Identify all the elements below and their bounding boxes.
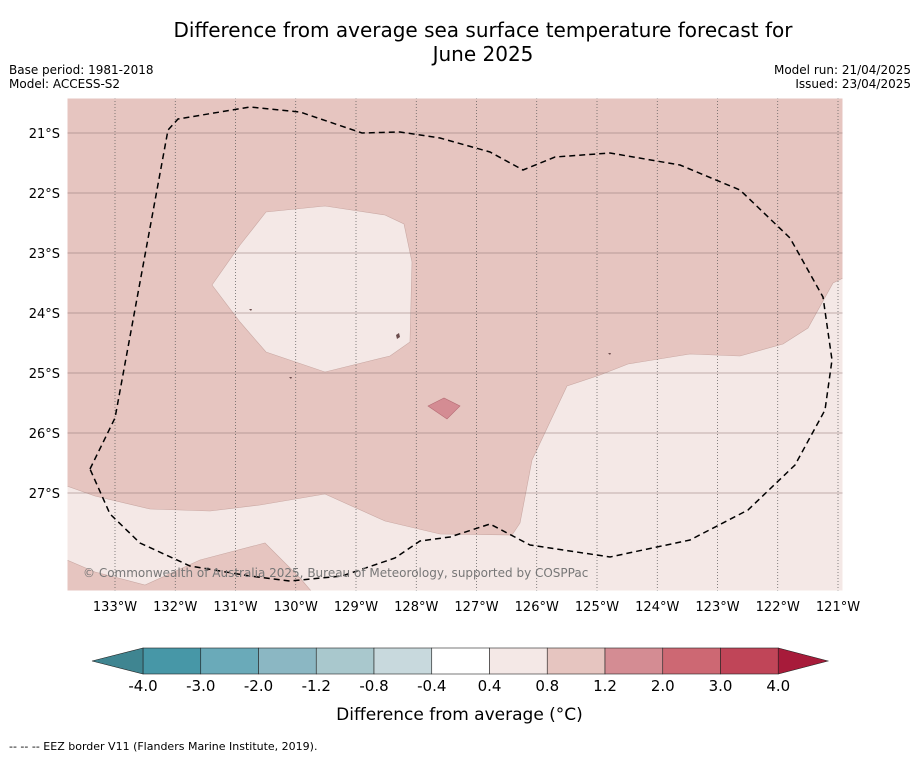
colorbar-tick-label: 3.0: [709, 677, 733, 695]
latitude-label: 25°S: [29, 367, 60, 382]
colorbar-label: Difference from average (°C): [336, 705, 583, 725]
colorbar-swatch: [662, 647, 721, 675]
latitude-label: 21°S: [29, 127, 60, 142]
longitude-label: 132°W: [153, 600, 197, 615]
colorbar-tick-label: -2.0: [244, 677, 273, 695]
colorbar-tick-label: -3.0: [186, 677, 215, 695]
longitude-label: 122°W: [756, 600, 800, 615]
colorbar-tick-label: -1.2: [302, 677, 331, 695]
map-area: [67, 98, 843, 591]
small-anomaly-speck: [396, 333, 400, 339]
colorbar-under-arrow: [91, 647, 144, 675]
sst-map: © Commonwealth of Australia 2025, Bureau…: [29, 97, 860, 615]
longitude-label: 127°W: [454, 600, 498, 615]
small-anomaly-speck: [289, 377, 292, 379]
colorbar-tick-label: 0.4: [478, 677, 502, 695]
longitude-label: 124°W: [635, 600, 679, 615]
longitude-labels: 133°W 132°W 131°W 130°W 129°W 128°W 127°W 126°W…: [93, 600, 860, 615]
base-period: Base period: 1981-2018: [9, 63, 154, 77]
meta-left: Base period: 1981-2018 Model: ACCESS-S2: [9, 63, 154, 91]
colorbar-over-arrow: [777, 647, 830, 675]
eez-footnote: -- -- -- EEZ border V11 (Flanders Marine…: [9, 740, 318, 753]
latitude-label: 27°S: [29, 487, 60, 502]
latitude-label: 24°S: [29, 307, 60, 322]
colorbar-swatches: [91, 647, 830, 675]
title-line-1: Difference from average sea surface temp…: [173, 18, 793, 42]
eez-border: [89, 106, 833, 582]
colorbar: -4.0 -3.0 -2.0 -1.2 -0.8 -0.4 0.4 0.8 1.2 2.0 3.0 4…: [91, 647, 830, 695]
meta-right: Model run: 21/04/2025 Issued: 23/04/2025: [774, 63, 911, 91]
copyright-notice: © Commonwealth of Australia 2025, Bureau…: [83, 566, 588, 580]
small-anomaly-speck: [249, 309, 252, 311]
longitude-label: 130°W: [274, 600, 318, 615]
longitude-label: 125°W: [575, 600, 619, 615]
colorbar-tick-label: 2.0: [651, 677, 675, 695]
colorbar-swatch: [315, 647, 375, 675]
model-name: Model: ACCESS-S2: [9, 77, 121, 91]
colorbar-swatch: [720, 647, 779, 675]
colorbar-tick-label: -4.0: [128, 677, 157, 695]
colorbar-swatch: [142, 647, 202, 675]
colorbar-tick-label: 4.0: [766, 677, 790, 695]
anomaly-band-1-2-2-0: [427, 397, 461, 420]
colorbar-swatch: [258, 647, 317, 675]
anomaly-band-0-4-0-8-south: [67, 277, 843, 591]
map-frame: [66, 97, 844, 592]
latitude-label: 22°S: [29, 187, 60, 202]
longitude-label: 128°W: [394, 600, 438, 615]
colorbar-ticks: -4.0 -3.0 -2.0 -1.2 -0.8 -0.4 0.4 0.8 1.2 2.0 3.0 4…: [128, 677, 790, 695]
small-anomaly-speck: [608, 353, 611, 355]
anomaly-band-0-4-0-8-southwest: [67, 542, 312, 591]
longitude-label: 126°W: [515, 600, 559, 615]
colorbar-swatch: [200, 647, 259, 675]
colorbar-swatch: [604, 647, 664, 675]
issued-date: Issued: 23/04/2025: [795, 77, 911, 91]
anomaly-band-0-4-0-8-north: [211, 205, 413, 373]
latitude-label: 26°S: [29, 427, 60, 442]
colorbar-swatch: [489, 647, 548, 675]
colorbar-swatch: [431, 647, 490, 675]
colorbar-tick-label: 1.2: [593, 677, 617, 695]
colorbar-swatch: [373, 647, 433, 675]
longitude-label: 133°W: [93, 600, 137, 615]
colorbar-tick-label: 0.8: [535, 677, 559, 695]
longitude-label: 123°W: [695, 600, 739, 615]
colorbar-tick-label: -0.4: [417, 677, 446, 695]
longitude-label: 121°W: [816, 600, 860, 615]
longitude-label: 131°W: [213, 600, 257, 615]
latitude-labels: 21°S 22°S 23°S 24°S 25°S 26°S 27°S: [29, 127, 60, 502]
longitude-label: 129°W: [334, 600, 378, 615]
model-run: Model run: 21/04/2025: [773, 63, 911, 77]
colorbar-tick-label: -0.8: [359, 677, 388, 695]
latitude-label: 23°S: [29, 247, 60, 262]
chart-title: Difference from average sea surface temp…: [0, 18, 919, 66]
title-line-2: June 2025: [432, 42, 534, 66]
colorbar-swatch: [546, 647, 606, 675]
graticule: [67, 98, 843, 591]
